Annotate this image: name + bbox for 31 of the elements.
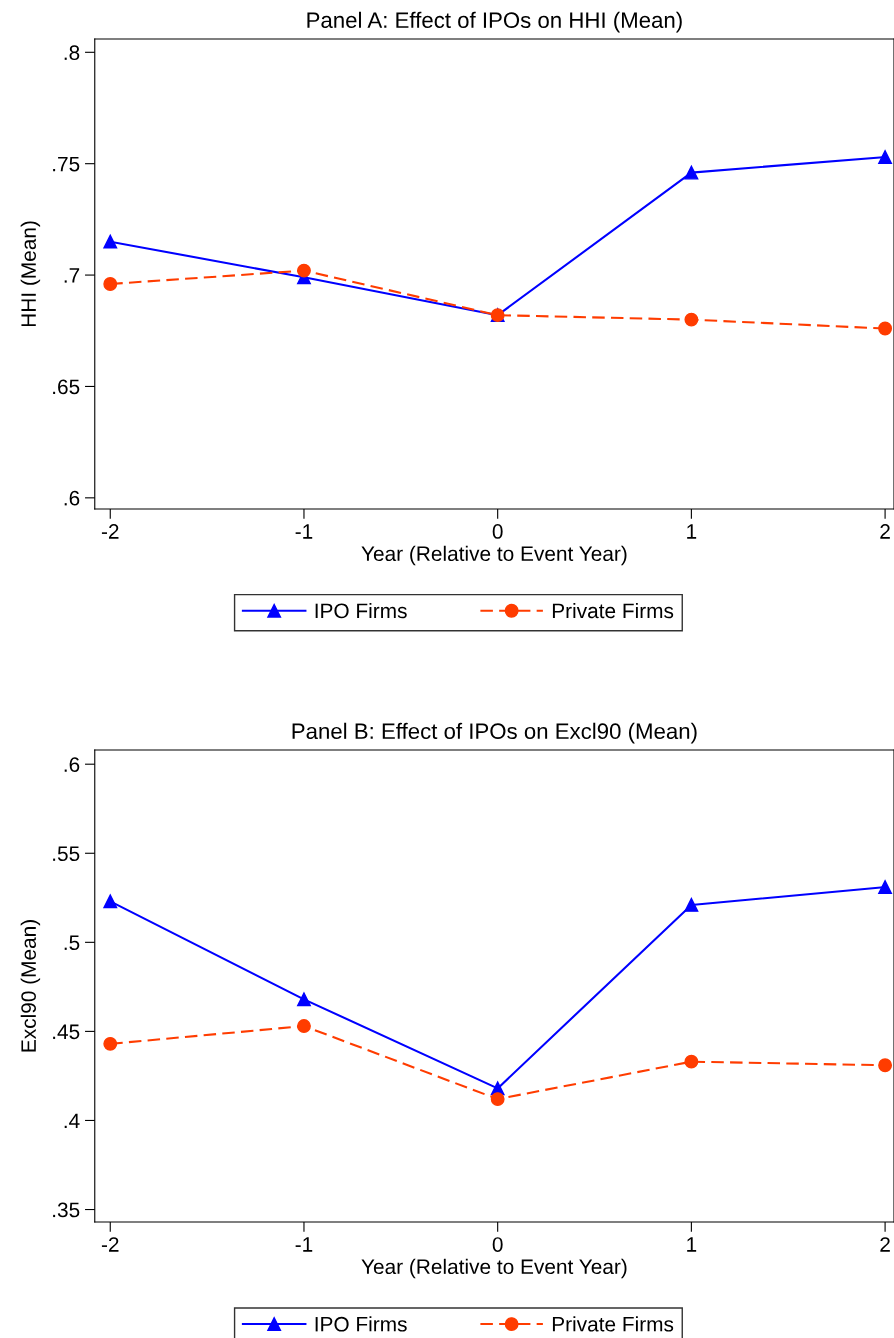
y-tick-label: .45	[53, 1024, 80, 1040]
x-axis-title: Year (Relative to Event Year)	[361, 1258, 627, 1279]
y-tick-label: .55	[53, 846, 80, 862]
x-tick-label: -1	[295, 524, 313, 539]
y-tick-label: .65	[53, 379, 80, 395]
y-axis-title: Excl90 (Mean)	[20, 920, 41, 1052]
y-tick-label: .35	[53, 1202, 80, 1218]
legend-label: IPO Firms	[315, 1316, 407, 1332]
x-tick-label: -1	[295, 1237, 313, 1252]
y-tick-label: .6	[64, 757, 80, 772]
x-tick-label: 2	[880, 1237, 890, 1252]
x-axis-title: Year (Relative to Event Year)	[361, 545, 627, 566]
y-tick-label: .75	[53, 156, 80, 172]
x-tick-label: -2	[101, 1237, 119, 1252]
x-tick-label: 0	[492, 1237, 503, 1252]
x-tick-label: -2	[101, 524, 119, 539]
y-tick-label: .5	[64, 935, 80, 951]
chart-title: Panel B: Effect of IPOs on Excl90 (Mean)	[292, 722, 697, 744]
legend-label: IPO Firms	[315, 602, 407, 619]
y-tick-label: .6	[64, 490, 80, 506]
y-tick-label: .7	[64, 268, 80, 283]
legend-label: Private Firms	[552, 602, 674, 619]
x-tick-label: 1	[687, 1237, 697, 1252]
x-tick-label: 1	[687, 524, 697, 539]
legend-label: Private Firms	[552, 1316, 674, 1332]
y-axis-title: HHI (Mean)	[20, 221, 41, 327]
y-tick-label: .4	[64, 1113, 80, 1129]
y-tick-label: .8	[64, 45, 80, 61]
chart-title: Panel A: Effect of IPOs on HHI (Mean)	[307, 11, 682, 33]
x-tick-label: 0	[492, 524, 503, 539]
x-tick-label: 2	[880, 524, 890, 539]
